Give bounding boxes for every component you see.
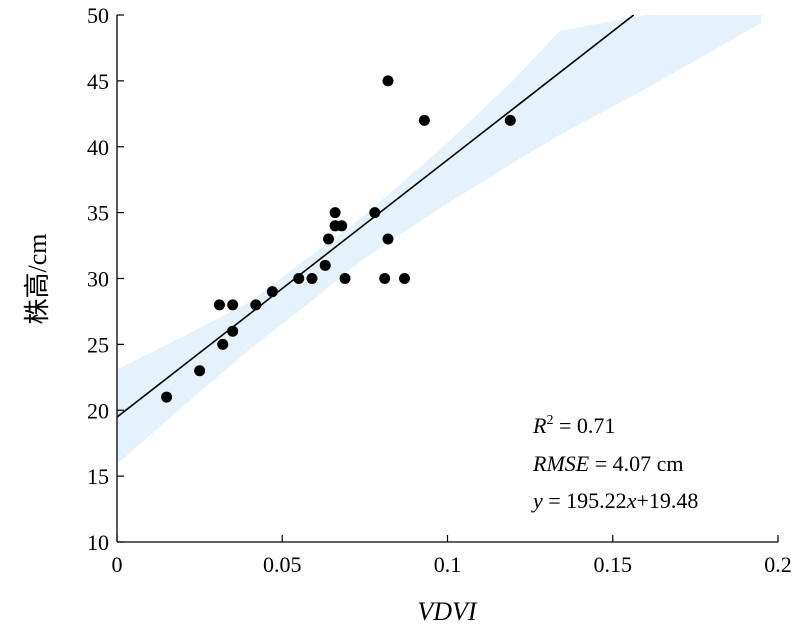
y-tick-label: 10 — [87, 530, 109, 555]
y-tick-label: 15 — [87, 464, 109, 489]
r2-annotation: R2 = 0.71 — [532, 413, 615, 438]
r2-value: = 0.71 — [553, 413, 615, 438]
point-layer — [161, 75, 516, 403]
data-point — [266, 286, 278, 298]
data-point — [250, 299, 262, 311]
data-point — [217, 338, 229, 350]
data-point — [293, 273, 305, 284]
data-point — [323, 233, 335, 245]
r2-superscript: 2 — [546, 413, 553, 428]
text-layer: 株高/cm VDVI R2 = 0.71 RMSE = 4.07 cm y = … — [23, 234, 698, 627]
eq-mid: = 195.22 — [543, 488, 627, 513]
x-tick-label: 0 — [112, 552, 123, 577]
y-tick-label: 50 — [87, 3, 109, 28]
band-layer — [117, 15, 762, 465]
r2-symbol: R — [532, 413, 547, 438]
x-tick-label: 0.1 — [434, 552, 462, 577]
y-tick-label: 45 — [87, 69, 109, 94]
data-point — [213, 299, 225, 311]
data-point — [227, 325, 239, 337]
confidence-band — [117, 15, 762, 465]
rmse-annotation: RMSE = 4.07 cm — [532, 451, 684, 476]
x-tick-label: 0.05 — [263, 552, 302, 577]
x-tick-label: 0.2 — [764, 552, 792, 577]
data-point — [382, 75, 394, 87]
x-axis-title: VDVI — [417, 597, 478, 626]
rmse-value: = 4.07 cm — [589, 451, 683, 476]
eq-y: y — [531, 488, 543, 513]
data-point — [369, 207, 381, 219]
y-tick-label: 25 — [87, 332, 109, 357]
data-point — [336, 220, 348, 232]
data-point — [399, 273, 411, 284]
data-point — [382, 233, 394, 245]
x-tick-label: 0.15 — [594, 552, 633, 577]
data-point — [504, 114, 516, 126]
y-tick-label: 20 — [87, 398, 109, 423]
y-tick-label: 35 — [87, 201, 109, 226]
data-point — [194, 365, 206, 377]
data-point — [379, 273, 391, 284]
data-point — [161, 391, 173, 403]
y-tick-label: 30 — [87, 267, 109, 292]
y-axis-title: 株高/cm — [23, 234, 52, 325]
data-point — [329, 207, 341, 219]
rmse-symbol: RMSE — [532, 451, 590, 476]
data-point — [319, 259, 331, 271]
eq-x: x — [626, 488, 637, 513]
data-point — [227, 299, 239, 311]
data-point — [306, 273, 318, 284]
axis-layer: 0 0.05 0.1 0.15 0.2 10 15 20 25 30 35 40 45 50 — [87, 3, 792, 577]
y-tick-label: 40 — [87, 135, 109, 160]
eq-end: +19.48 — [636, 488, 698, 513]
data-point — [339, 273, 351, 284]
equation-annotation: y = 195.22x+19.48 — [531, 488, 698, 513]
data-point — [418, 114, 430, 126]
